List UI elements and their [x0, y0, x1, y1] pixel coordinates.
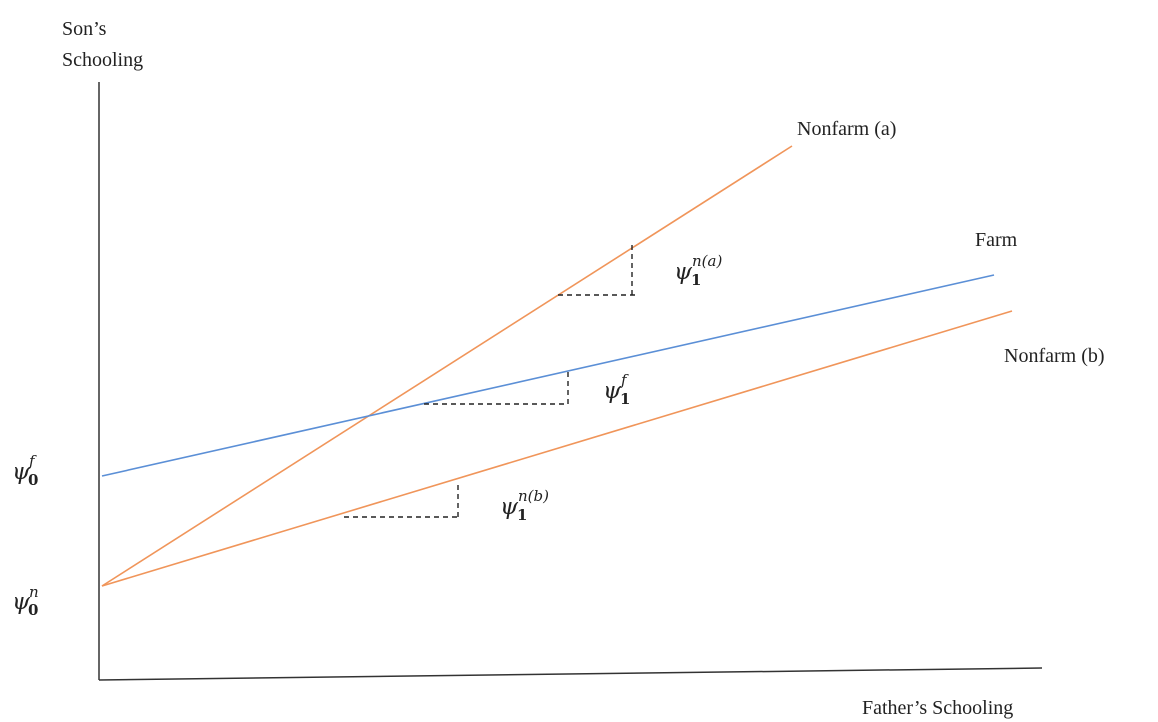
nonfarm-a-slope-label: ψ n(a) 1 [674, 252, 722, 289]
svg-text:n: n [29, 583, 39, 601]
slope-triangle-nonfarm-b [344, 481, 459, 518]
farm-label: Farm [975, 229, 1018, 251]
farm-line [101, 274, 995, 477]
svg-text:f: f [620, 371, 629, 389]
svg-text:0: 0 [28, 601, 38, 619]
nonfarm-b-slope-label: ψ n(b) 1 [500, 487, 549, 524]
y-axis-label-line2: Schooling [62, 49, 143, 71]
farm-intercept-label: ψ f 0 [12, 452, 38, 489]
x-axis [98, 667, 1043, 681]
svg-text:ψ: ψ [603, 378, 622, 404]
nonfarm-a-line [101, 145, 793, 587]
slope-triangle-nonfarm-a [558, 243, 638, 296]
nonfarm-b-label: Nonfarm (b) [1004, 345, 1105, 367]
x-axis-label: Father’s Schooling [862, 697, 1013, 719]
farm-slope-label: ψ f 1 [603, 371, 630, 408]
nonfarm-b-line [101, 310, 1013, 587]
nonfarm-intercept-label: ψ n 0 [12, 583, 39, 619]
svg-text:0: 0 [28, 471, 38, 489]
nonfarm-a-label: Nonfarm (a) [797, 118, 896, 140]
slope-triangle-farm [424, 372, 569, 405]
svg-text:1: 1 [620, 390, 630, 408]
svg-text:f: f [28, 452, 37, 470]
svg-text:ψ: ψ [12, 589, 31, 615]
svg-text:ψ: ψ [500, 494, 519, 520]
svg-text:n(a): n(a) [692, 252, 722, 270]
svg-text:ψ: ψ [674, 259, 693, 285]
svg-text:n(b): n(b) [518, 487, 549, 505]
y-axis-label-line1: Son’s [62, 18, 107, 40]
svg-text:1: 1 [517, 506, 527, 524]
svg-text:ψ: ψ [12, 459, 31, 485]
svg-text:1: 1 [691, 271, 701, 289]
